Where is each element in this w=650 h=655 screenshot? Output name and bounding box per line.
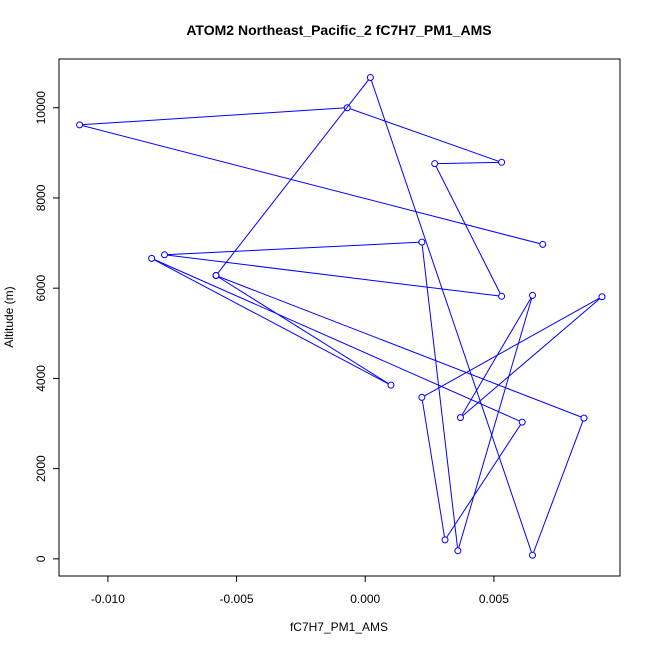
x-axis: -0.010 -0.005 0.000 0.005: [91, 575, 509, 606]
data-point: [529, 551, 537, 559]
y-tick-label: 2000: [34, 455, 48, 482]
series-segment: [446, 424, 521, 538]
data-point: [161, 251, 169, 259]
y-tick-label: 0: [34, 555, 48, 562]
series-segment: [437, 161, 499, 165]
series-segment: [424, 297, 600, 397]
data-point: [529, 291, 537, 299]
data-point: [431, 160, 439, 168]
series-segment: [421, 400, 446, 538]
x-tick-label: -0.005: [220, 592, 254, 606]
y-tick-label: 10000: [34, 91, 48, 125]
series-segment: [218, 276, 582, 418]
series-segment: [82, 125, 541, 245]
data-point: [539, 240, 547, 248]
y-axis-label: Altitude (m): [2, 286, 16, 347]
data-point: [580, 414, 588, 422]
data-point: [76, 121, 84, 129]
series-segment: [421, 245, 459, 548]
series-segment: [154, 259, 389, 385]
data-point: [456, 414, 464, 422]
data-point: [454, 547, 462, 555]
series-segment: [370, 80, 533, 553]
x-tick-label: 0.005: [479, 592, 509, 606]
y-axis: 0 2000 4000 6000 8000 10000: [34, 91, 60, 562]
plot-area-frame: [58, 58, 621, 577]
series-segment: [217, 79, 369, 274]
series-segment: [167, 254, 499, 297]
data-point: [148, 254, 156, 262]
series-segment: [462, 298, 601, 417]
y-tick-label: 8000: [34, 184, 48, 211]
chart-title: ATOM2 Northeast_Pacific_2 fC7H7_PM1_AMS: [186, 22, 491, 38]
series-segment: [218, 276, 389, 385]
data-point: [441, 536, 449, 544]
series-segment: [458, 298, 533, 548]
data-point: [498, 158, 506, 166]
series-segment: [349, 108, 499, 162]
series-segment: [461, 297, 532, 416]
x-tick-label: -0.010: [91, 592, 125, 606]
data-point: [343, 104, 351, 112]
data-point: [387, 381, 395, 389]
data-point: [366, 73, 374, 81]
data-point: [212, 272, 220, 280]
series-segment: [167, 241, 419, 256]
data-point: [598, 293, 606, 301]
y-tick-label: 4000: [34, 365, 48, 392]
data-point: [418, 393, 426, 401]
series-segment: [533, 420, 584, 553]
x-tick-label: 0.000: [350, 592, 380, 606]
data-point: [518, 418, 526, 426]
x-axis-label: fC7H7_PM1_AMS: [290, 620, 388, 634]
series-segment: [435, 166, 501, 294]
data-point: [418, 238, 426, 246]
data-point: [498, 292, 506, 300]
y-tick-label: 6000: [34, 275, 48, 302]
series-segment: [154, 259, 520, 422]
series-layer: [76, 73, 606, 559]
series-segment: [82, 107, 345, 126]
